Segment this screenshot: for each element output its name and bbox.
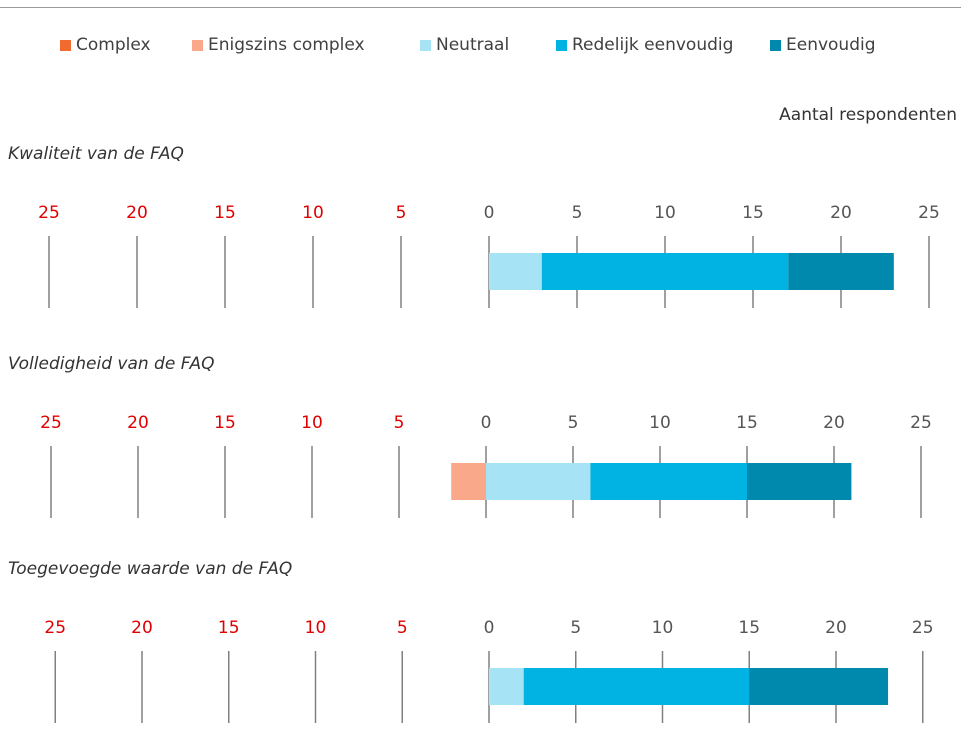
tick-label: 10	[649, 413, 671, 433]
top-divider	[0, 7, 961, 8]
tick-label: 5	[397, 618, 408, 638]
tick-label: 20	[825, 618, 847, 638]
legend-label-enigszins-complex: Enigszins complex	[208, 35, 365, 55]
tick-label: 0	[484, 203, 495, 223]
legend-swatch-enigszins-complex	[192, 39, 203, 51]
legend-item-enigszins-complex: Enigszins complex	[192, 33, 365, 57]
bar-segment-neutraal	[489, 668, 524, 705]
tick-label: 25	[910, 413, 932, 433]
bar-segment-enigszins-complex	[451, 463, 486, 500]
chart-legend: Complex Enigszins complex Neutraal Redel…	[0, 33, 961, 57]
tick-label: 25	[40, 413, 62, 433]
chart-panel-toegevoegde-waarde: 25 20 15 10 5 0 5 10 15 20 25	[44, 618, 934, 723]
chart-title-volledigheid: Volledigheid van de FAQ	[8, 354, 215, 374]
legend-swatch-neutraal	[420, 39, 431, 51]
unit-label: Aantal respondenten	[779, 105, 957, 125]
legend-item-eenvoudig: Eenvoudig	[770, 33, 876, 57]
bar-segment-eenvoudig	[788, 253, 894, 290]
tick-label: 20	[127, 413, 149, 433]
tick-label: 15	[742, 203, 764, 223]
bar-segment-redelijk-eenvoudig	[523, 668, 750, 705]
tick-label: 0	[481, 413, 492, 433]
bar-segment-eenvoudig	[747, 463, 852, 500]
tick-label: 25	[912, 618, 934, 638]
tick-label: 15	[214, 203, 236, 223]
legend-swatch-eenvoudig	[770, 39, 781, 51]
tick-label: 10	[652, 618, 674, 638]
tick-label: 5	[568, 413, 579, 433]
bar-segment-redelijk-eenvoudig	[541, 253, 789, 290]
bar-segment-eenvoudig	[749, 668, 889, 705]
bar-segment-redelijk-eenvoudig	[590, 463, 747, 500]
tick-label: 15	[736, 413, 758, 433]
legend-label-redelijk-eenvoudig: Redelijk eenvoudig	[572, 35, 734, 55]
bar-segment-neutraal	[489, 253, 542, 290]
tick-label: 10	[654, 203, 676, 223]
tick-label: 20	[830, 203, 852, 223]
tick-label: 5	[570, 618, 581, 638]
bar-segment-neutraal	[486, 463, 591, 500]
tick-label: 10	[305, 618, 327, 638]
chart-panel-volledigheid: 25 20 15 10 5 0 5 10 15 20 25	[40, 413, 932, 518]
tick-label: 5	[394, 413, 405, 433]
tick-label: 25	[38, 203, 60, 223]
tick-label: 25	[918, 203, 940, 223]
tick-label: 10	[301, 413, 323, 433]
tick-label: 15	[738, 618, 760, 638]
legend-item-neutraal: Neutraal	[420, 33, 509, 57]
legend-swatch-complex	[60, 39, 71, 51]
legend-item-redelijk-eenvoudig: Redelijk eenvoudig	[556, 33, 733, 57]
tick-label: 20	[126, 203, 148, 223]
tick-label: 15	[218, 618, 240, 638]
chart-title-toegevoegde-waarde: Toegevoegde waarde van de FAQ	[8, 559, 293, 579]
tick-label: 5	[396, 203, 407, 223]
chart-title-kwaliteit: Kwaliteit van de FAQ	[8, 144, 184, 164]
legend-label-neutraal: Neutraal	[436, 35, 510, 55]
tick-label: 20	[131, 618, 153, 638]
legend-label-complex: Complex	[76, 35, 151, 55]
tick-label: 0	[484, 618, 495, 638]
tick-label: 5	[572, 203, 583, 223]
tick-label: 20	[823, 413, 845, 433]
chart-panel-kwaliteit: 25 20 15 10 5 0 5 10 15 20 25	[38, 203, 940, 308]
tick-label: 15	[214, 413, 236, 433]
tick-label: 25	[44, 618, 66, 638]
legend-item-complex: Complex	[60, 33, 151, 57]
tick-label: 10	[302, 203, 324, 223]
legend-swatch-redelijk-eenvoudig	[556, 39, 567, 51]
legend-label-eenvoudig: Eenvoudig	[786, 35, 876, 55]
